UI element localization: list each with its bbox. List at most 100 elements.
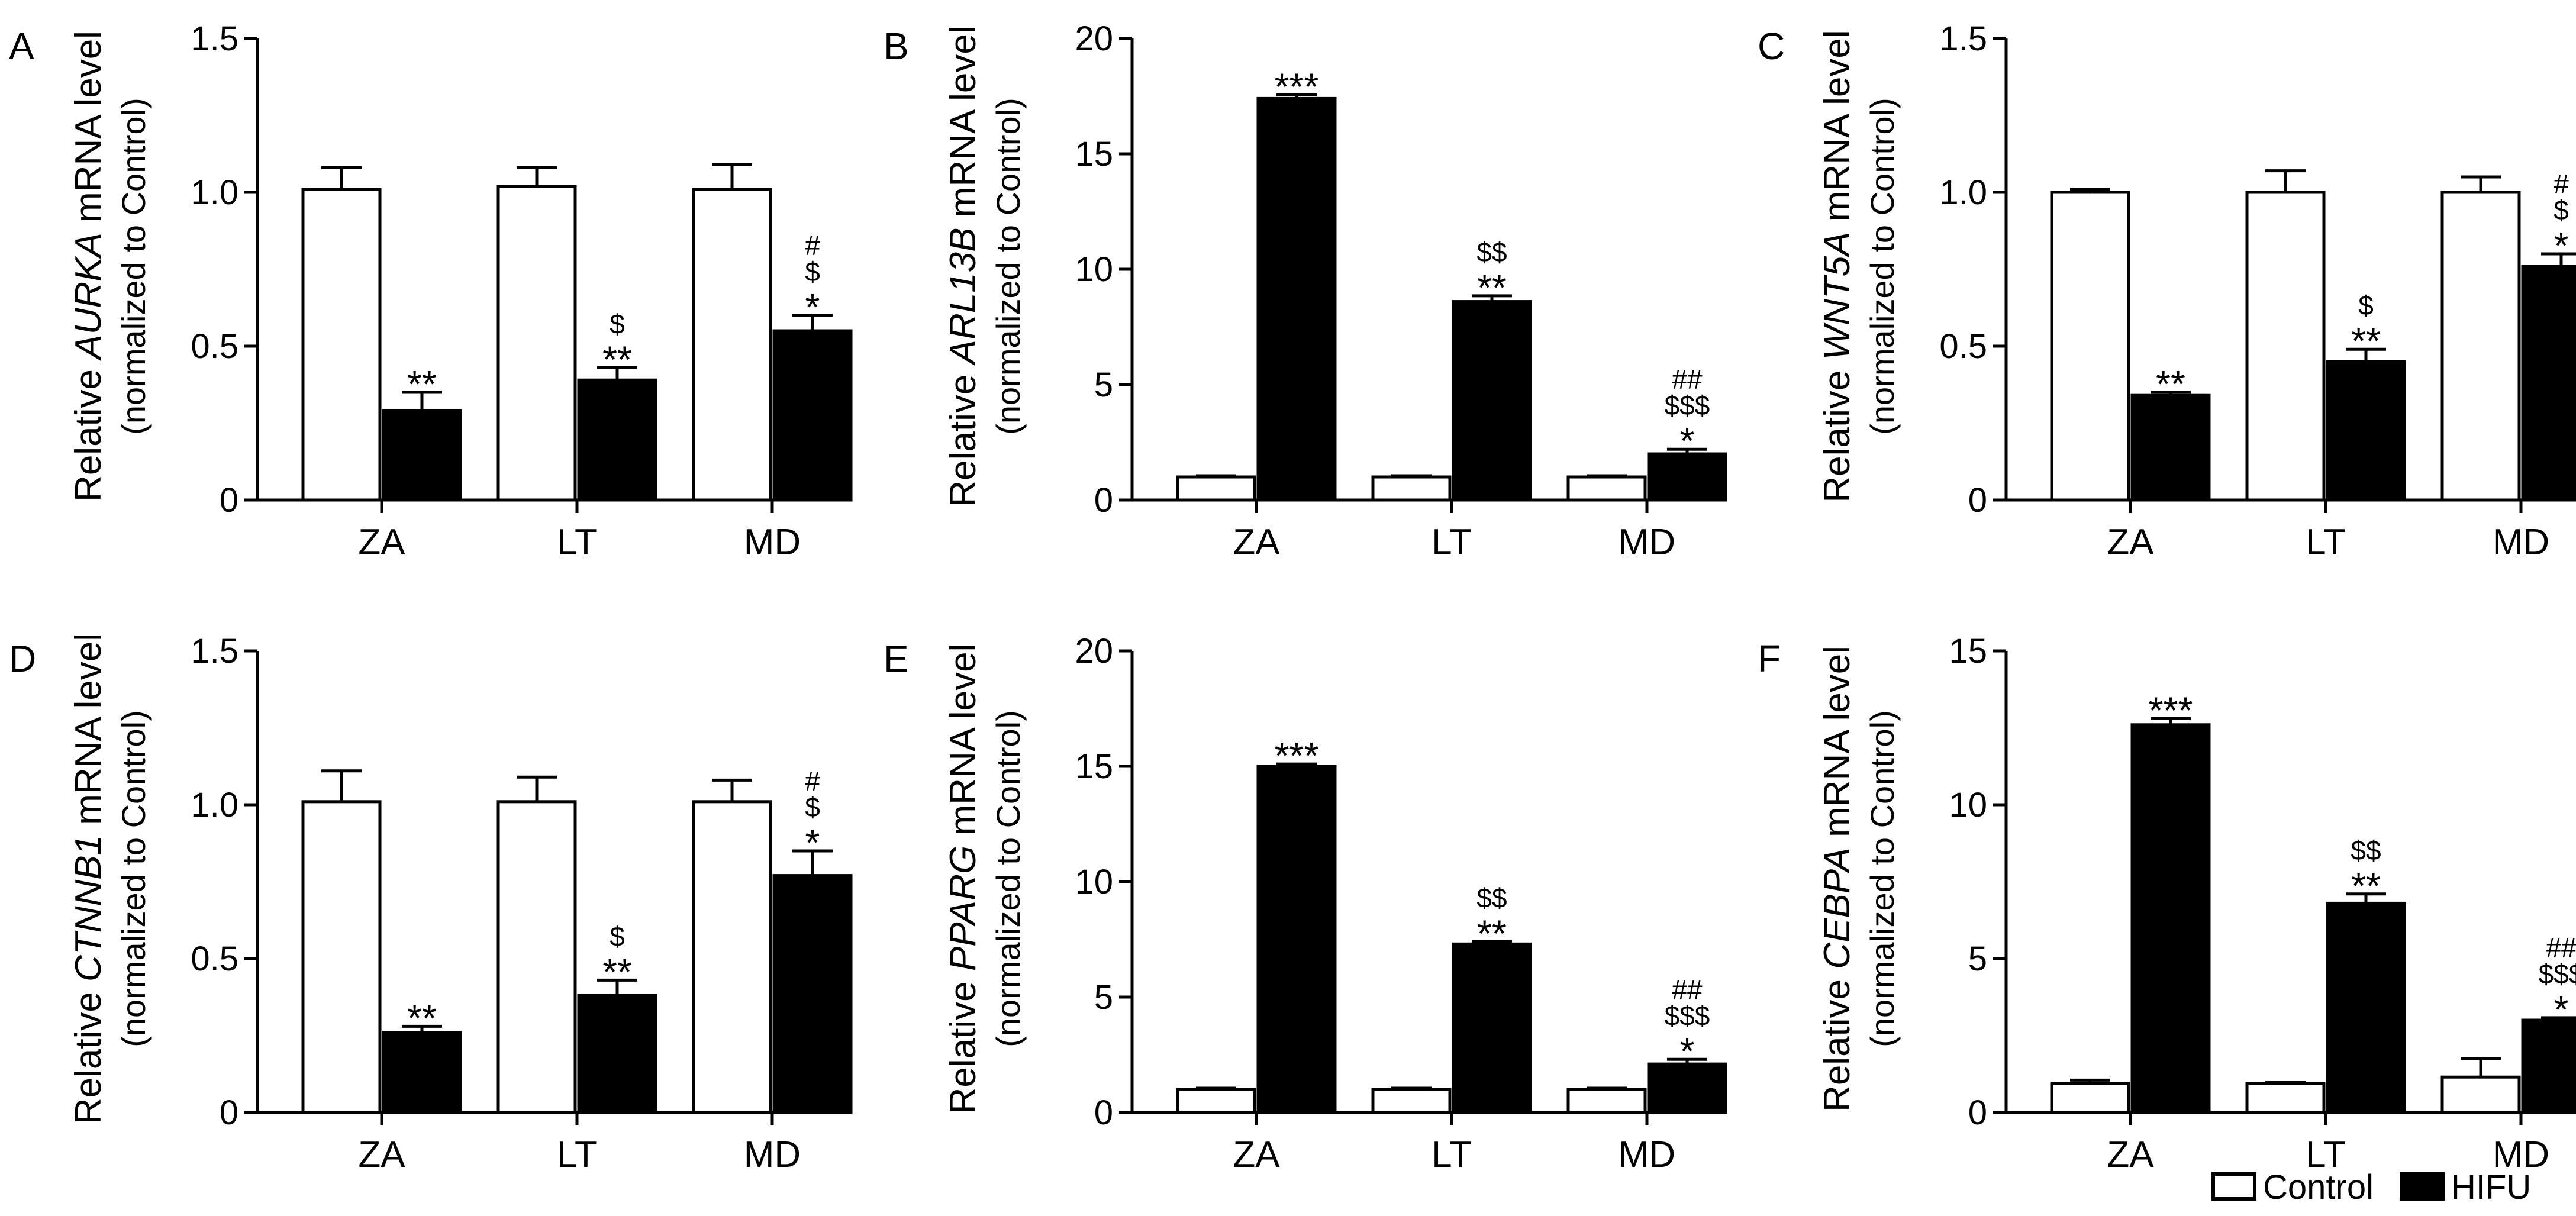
significance-label: ** [2156,363,2185,405]
y-tick-label: 15 [1949,632,1987,670]
bar-hifu [1647,1062,1727,1114]
y-tick-label: 0.5 [191,940,238,978]
panel-f: F Relative CEBPA mRNA level (normalized … [1758,632,2576,1175]
significance-label: * [1680,420,1695,462]
significance-label: $ [610,921,625,951]
legend-hifu-label: HIFU [2451,1168,2531,1207]
bar-hifu [772,329,853,502]
x-tick-label: LT [1432,1134,1472,1175]
bar-hifu [577,994,657,1114]
bar-hifu [2326,360,2406,502]
bar-control [692,188,772,502]
significance-label: *** [1275,66,1319,108]
bar-hifu [2326,901,2406,1114]
y-tick-label: 0 [1094,1094,1113,1132]
panel-letter: D [9,637,36,680]
significance-label: * [805,286,820,328]
bar-control [1176,1088,1256,1114]
significance-label: $$$ [2539,959,2576,989]
significance-label: ** [602,950,632,993]
bar-control [2440,1075,2521,1114]
panel-a: A Relative AURKA mRNA level (normalized … [9,20,853,563]
bar-control [496,800,577,1114]
significance-label: # [2554,169,2569,199]
plot-area: 0 5 10 15 ZA *** LT **$$ MD *$$$## [1949,632,2576,1175]
y-axis-subtitle: (normalized to Control) [1864,98,1901,435]
x-tick-label: LT [557,1134,597,1175]
bar-control [2245,191,2326,502]
bar-control [2440,191,2521,502]
y-tick-label: 20 [1075,20,1113,58]
bar-control [2050,191,2130,502]
bar-hifu [2130,393,2211,502]
x-tick-label: ZA [358,1134,405,1175]
bar-control [1176,475,1256,502]
significance-label: * [1680,1030,1695,1072]
x-tick-label: ZA [1233,1134,1280,1175]
y-axis-title: Relative WNT5A mRNA level [1817,30,1858,502]
significance-label: ** [2351,320,2381,362]
panel-e: E Relative PPARG mRNA level (normalized … [884,632,1727,1175]
significance-label: *** [2149,689,2193,731]
x-tick-label: ZA [2107,1134,2154,1175]
y-tick-label: 15 [1075,747,1113,786]
y-axis-subtitle: (normalized to Control) [989,710,1027,1047]
x-tick-label: MD [2493,1134,2549,1175]
significance-label: $$ [2351,835,2381,866]
plot-area: 00.51.01.5ZA**LT**$MD*$# [191,20,853,563]
x-tick-label: LT [2306,522,2346,563]
x-tick-label: MD [744,522,801,563]
significance-label: $ [805,792,820,823]
y-tick-label: 0 [220,1094,238,1132]
bar-hifu [1256,765,1337,1114]
y-tick-label: 0 [1968,481,1987,520]
significance-label: $$ [1476,882,1507,913]
y-tick-label: 0 [1094,481,1113,520]
panel-letter: B [884,25,909,67]
y-axis-title: Relative CEBPA mRNA level [1817,646,1858,1112]
y-axis-subtitle: (normalized to Control) [115,710,152,1047]
x-tick-label: MD [2493,522,2549,563]
panel-letter: C [1758,25,1785,67]
x-tick-label: ZA [1233,522,1280,563]
bar-control [1371,1088,1452,1114]
significance-label: *** [1275,734,1319,777]
bar-hifu [577,378,657,502]
legend: Control HIFU [2211,1168,2531,1207]
significance-label: ** [407,996,437,1039]
y-tick-label: 10 [1949,786,1987,824]
y-tick-label: 1.0 [191,786,238,824]
panel-c: C Relative WNT5A mRNA level (normalized … [1758,20,2576,563]
panel-letter: A [9,25,34,67]
bar-hifu [1452,300,1532,502]
bar-hifu [772,874,853,1114]
x-tick-label: LT [557,522,597,563]
bar-hifu [1256,96,1337,502]
bar-control [1566,475,1647,502]
significance-label: * [805,821,820,864]
panel-letter: F [1758,637,1781,680]
plot-area: 00.51.01.5ZA**LT**$MD*$# [191,632,853,1175]
y-tick-label: 1.5 [191,632,238,670]
significance-label: ** [1477,266,1507,309]
significance-label: ** [1477,912,1507,954]
significance-label: # [805,766,820,796]
y-axis-subtitle: (normalized to Control) [989,98,1027,435]
significance-label: ## [1672,364,1703,395]
significance-label: $ [610,308,625,339]
bar-control [1566,1088,1647,1114]
significance-label: $$$ [1665,1000,1710,1031]
plot-area: 0 5 10 15 20 ZA *** LT **$$ MD *$$$## [1075,632,1727,1175]
bar-hifu [2521,265,2576,502]
x-tick-label: MD [1619,522,1675,563]
plot-area: 0 5 10 15 20 ZA *** LT **$$ MD *$$$## [1075,20,1727,563]
x-tick-label: MD [1619,1134,1675,1175]
significance-label: ## [1672,974,1703,1005]
legend-control-swatch [2211,1172,2256,1201]
y-tick-label: 10 [1075,863,1113,901]
bar-control [2245,1082,2326,1114]
bar-hifu [1452,942,1532,1114]
significance-label: $$ [1476,237,1507,267]
bar-hifu [1647,452,1727,502]
